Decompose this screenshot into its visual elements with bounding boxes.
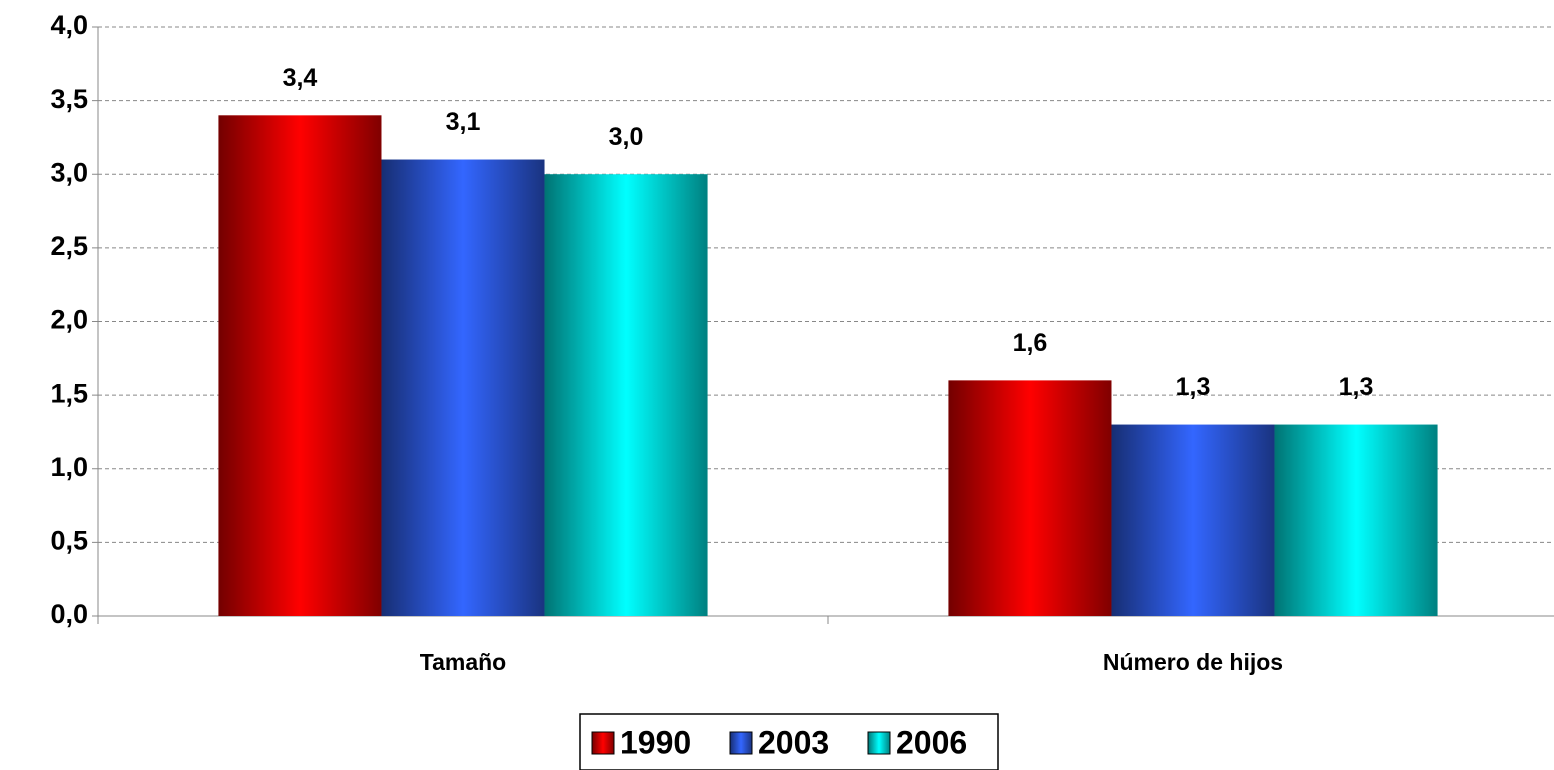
bar-shade xyxy=(381,159,545,616)
legend-box xyxy=(579,713,999,770)
legend-label: 2006 xyxy=(896,724,967,760)
value-label: 3,0 xyxy=(609,123,644,151)
y-tick-label: 2,5 xyxy=(50,231,88,261)
bar-shade xyxy=(544,174,708,616)
value-label: 3,1 xyxy=(446,108,481,136)
value-label: 1,3 xyxy=(1339,373,1374,401)
y-tick-label: 0,0 xyxy=(50,599,88,629)
x-tick-label: Tamaño xyxy=(420,649,506,675)
y-tick-label: 1,0 xyxy=(50,452,88,482)
value-label: 3,4 xyxy=(283,64,318,92)
bar-shade xyxy=(948,380,1112,616)
legend-swatch-shade xyxy=(592,732,614,754)
y-tick-label: 3,5 xyxy=(50,84,88,114)
legend-swatch-shade xyxy=(730,732,752,754)
y-tick-label: 4,0 xyxy=(50,10,88,40)
y-tick-label: 3,0 xyxy=(50,157,88,187)
y-tick-label: 0,5 xyxy=(50,526,88,556)
legend-label: 1990 xyxy=(620,724,691,760)
y-tick-label: 2,0 xyxy=(50,305,88,335)
value-label: 1,6 xyxy=(1013,329,1048,357)
legend-swatch-shade xyxy=(868,732,890,754)
bar-shade xyxy=(1274,424,1438,616)
legend-label: 2003 xyxy=(758,724,829,760)
y-tick-label: 1,5 xyxy=(50,378,88,408)
bar-shade xyxy=(218,115,382,616)
bar-shade xyxy=(1111,424,1275,616)
x-tick-label: Número de hijos xyxy=(1103,649,1283,675)
value-label: 1,3 xyxy=(1176,373,1211,401)
